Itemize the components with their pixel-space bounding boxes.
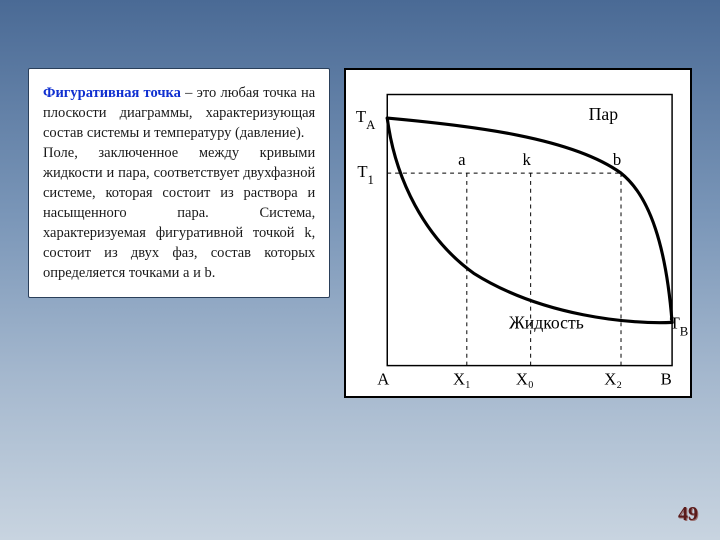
svg-text:X₁: X₁ — [453, 369, 471, 388]
svg-text:b: b — [613, 150, 621, 169]
svg-text:a: a — [458, 150, 466, 169]
definition-text-box: Фигуративная точка – это любая точка на … — [28, 68, 330, 298]
svg-text:A: A — [378, 369, 390, 388]
svg-text:Жидкость: Жидкость — [509, 312, 584, 332]
svg-text:Пар: Пар — [589, 104, 619, 124]
body2: Поле, заключенное между кривыми жидкости… — [43, 145, 315, 281]
svg-text:TA: TA — [356, 107, 376, 132]
term: Фигуративная точка — [43, 85, 185, 101]
svg-text:X₀: X₀ — [516, 369, 534, 388]
slide-number: 49 — [678, 503, 698, 526]
svg-text:k: k — [523, 150, 532, 169]
phase-diagram-svg: TAT1TBAX₁X₀X₂BПарЖидкостьakb — [346, 70, 690, 396]
svg-text:T1: T1 — [358, 162, 375, 187]
svg-text:B: B — [661, 369, 672, 388]
phase-diagram: TAT1TBAX₁X₀X₂BПарЖидкостьakb — [344, 68, 692, 398]
svg-text:X₂: X₂ — [604, 369, 622, 388]
